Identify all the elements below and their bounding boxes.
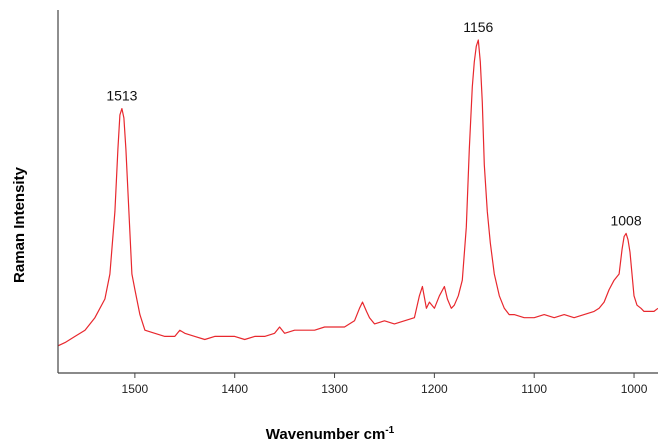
spectrum-line (57, 39, 658, 347)
y-axis-title: Raman Intensity (11, 166, 28, 283)
x-tick-label: 1200 (421, 382, 448, 396)
peak-labels: 1513 1156 1008 (106, 19, 642, 228)
x-axis-title: Wavenumber cm-1 (266, 425, 395, 443)
x-ticks: 1500 1400 1300 1200 1100 1000 (122, 373, 648, 396)
x-tick-label: 1100 (521, 382, 547, 396)
x-tick-label: 1500 (122, 382, 149, 396)
peak-label-1008: 1008 (610, 212, 641, 228)
peak-label-1513: 1513 (106, 88, 137, 104)
x-tick-label: 1000 (621, 382, 648, 396)
peak-label-1156: 1156 (463, 19, 493, 35)
x-tick-label: 1400 (221, 382, 248, 396)
x-tick-label: 1300 (321, 382, 348, 396)
